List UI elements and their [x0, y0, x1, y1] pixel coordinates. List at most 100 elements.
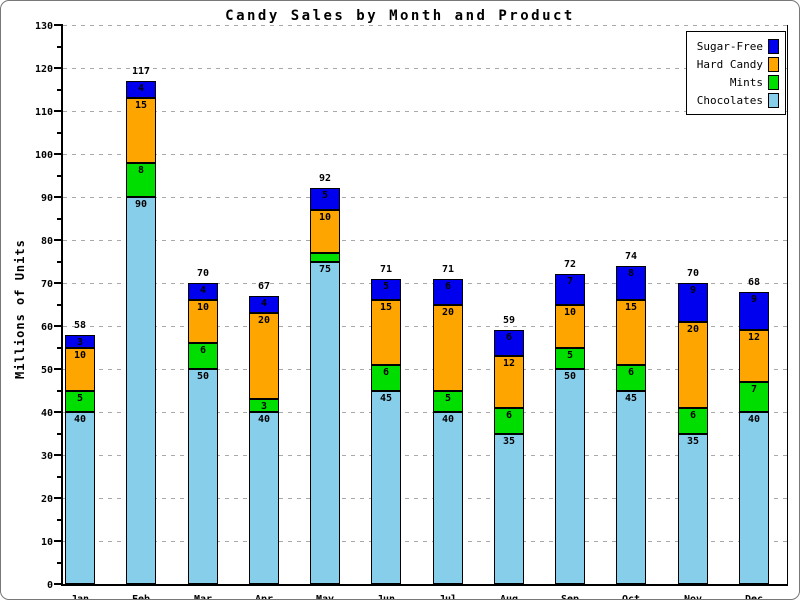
- y-minor-tick: [57, 45, 63, 48]
- bar-segment: 3: [249, 399, 279, 412]
- y-minor-tick: [57, 346, 63, 349]
- y-tick-label: 90: [40, 193, 53, 204]
- bar-segment: 6: [371, 364, 401, 391]
- bar-segment: 20: [433, 304, 463, 391]
- chart-title: Candy Sales by Month and Product: [225, 8, 575, 24]
- y-major-tick: [54, 368, 63, 370]
- x-tick-label: Jun: [376, 594, 396, 600]
- bar-segment: 6: [494, 330, 524, 357]
- bar-segment: 7: [739, 381, 769, 412]
- y-tick-label: 50: [40, 365, 53, 376]
- y-tick-label: 70: [40, 279, 53, 290]
- y-minor-tick: [57, 88, 63, 91]
- bar-segment: 4: [249, 295, 279, 314]
- bar-segment: 6: [616, 364, 646, 391]
- bar-segment: 90: [126, 197, 156, 584]
- bar-total-label: 92: [318, 173, 332, 185]
- y-major-tick: [54, 540, 63, 542]
- grid-line: [63, 369, 787, 370]
- bar-segment: 8: [126, 162, 156, 197]
- y-minor-tick: [57, 174, 63, 177]
- grid-line: [63, 197, 787, 198]
- y-major-tick: [54, 196, 63, 198]
- y-minor-tick: [57, 131, 63, 134]
- y-minor-tick: [57, 389, 63, 392]
- bar-segment: 7: [555, 274, 585, 305]
- plot-area: 0 10 20 30 40 50 60 70 80 90 100 110 120 130 40 5 10 3 58 J…: [35, 21, 788, 599]
- grid-line: [63, 326, 787, 327]
- y-major-tick: [54, 583, 63, 585]
- y-tick-label: 30: [40, 451, 53, 462]
- bar-segment: 35: [678, 433, 708, 584]
- y-minor-tick: [57, 432, 63, 435]
- bar-segment: 6: [678, 407, 708, 434]
- bar-total-label: 70: [686, 268, 700, 279]
- bar-total-label: 67: [257, 280, 271, 292]
- x-tick-label: Feb: [131, 594, 151, 600]
- bar-segment: 15: [616, 300, 646, 365]
- y-tick-label: 0: [46, 580, 53, 591]
- bar-segment: 5: [371, 278, 401, 301]
- grid-line: [63, 25, 787, 26]
- bar-segment: 40: [65, 412, 95, 584]
- grid-line: [63, 541, 787, 542]
- bar-segment: 5: [555, 347, 585, 369]
- grid-line: [63, 283, 787, 284]
- bar-total-label: 68: [747, 276, 761, 288]
- x-tick-label: Nov: [683, 594, 703, 600]
- bar-segment: [310, 252, 340, 262]
- y-minor-tick: [57, 518, 63, 521]
- bar-segment: 45: [371, 390, 401, 584]
- bar-segment: 75: [310, 261, 340, 584]
- bar-segment: 20: [678, 321, 708, 408]
- y-tick-label: 120: [34, 64, 53, 75]
- x-tick-label: Dec: [744, 594, 764, 600]
- legend-label: Mints: [729, 75, 763, 89]
- bar-segment: 10: [65, 347, 95, 391]
- bar-segment: 6: [188, 343, 218, 369]
- bar-total-label: 72: [563, 259, 577, 271]
- bar-total-label: 59: [502, 315, 516, 327]
- legend-swatch: [768, 92, 779, 108]
- bar-total-label: 58: [73, 319, 87, 331]
- bar-segment: 3: [65, 334, 95, 348]
- y-major-tick: [54, 325, 63, 327]
- y-axis-label: Millions of Units: [13, 239, 27, 379]
- bar-segment: 4: [188, 283, 218, 301]
- y-major-tick: [54, 67, 63, 69]
- grid-line: [63, 455, 787, 456]
- grid-line: [63, 154, 787, 155]
- bar-total-label: 71: [441, 263, 455, 275]
- legend-item: Chocolates: [697, 91, 779, 109]
- bar-segment: 20: [249, 313, 279, 400]
- bar-total-label: 71: [379, 263, 393, 275]
- y-minor-tick: [57, 303, 63, 306]
- x-tick-label: Sep: [560, 594, 580, 600]
- bar-segment: 9: [678, 283, 708, 322]
- y-minor-tick: [57, 475, 63, 478]
- bar-segment: 6: [433, 278, 463, 305]
- y-minor-tick: [57, 260, 63, 263]
- legend-swatch: [768, 56, 779, 72]
- y-tick-label: 40: [40, 408, 53, 419]
- x-tick-label: Jan: [70, 594, 90, 600]
- bar-segment: 5: [310, 188, 340, 210]
- y-major-tick: [54, 411, 63, 413]
- legend-item: Hard Candy: [697, 55, 779, 73]
- y-major-tick: [54, 497, 63, 499]
- bar-segment: 15: [371, 300, 401, 365]
- y-tick-label: 20: [40, 494, 53, 505]
- y-minor-tick: [57, 217, 63, 220]
- x-tick-label: Aug: [499, 594, 519, 600]
- grid-line: [63, 68, 787, 69]
- legend-item: Mints: [697, 73, 779, 91]
- y-major-tick: [54, 110, 63, 112]
- bar-segment: 4: [126, 80, 156, 99]
- x-tick-label: Jul: [438, 594, 458, 600]
- y-major-tick: [54, 239, 63, 241]
- bar-segment: 50: [555, 369, 585, 584]
- bar-segment: 40: [433, 412, 463, 584]
- y-tick-label: 110: [34, 107, 53, 118]
- y-major-tick: [54, 153, 63, 155]
